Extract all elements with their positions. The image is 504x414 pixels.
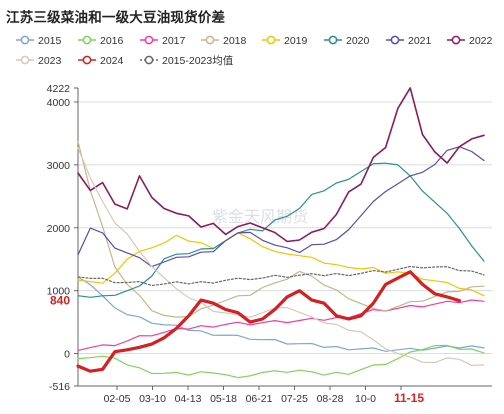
y-tick-label: 4000 <box>47 97 71 109</box>
legend-label-2016[interactable]: 2016 <box>100 35 124 47</box>
legend-swatch-marker-2018 <box>205 35 215 45</box>
legend-swatch-marker-2021 <box>390 35 400 45</box>
series-line-2024[interactable] <box>76 270 461 373</box>
y-tick-label: -516 <box>49 381 70 393</box>
legend-swatch-marker-2017 <box>144 35 154 45</box>
legend-swatch-marker-2022 <box>451 35 461 45</box>
x-tick-label: 03-10 <box>139 393 166 405</box>
legend-swatch-marker-2023 <box>20 55 30 65</box>
y-tick-label: 0 <box>64 349 70 361</box>
x-tick-label: 08-28 <box>317 393 344 405</box>
series-line-2017[interactable] <box>77 299 485 351</box>
legend-label-2017[interactable]: 2017 <box>162 35 186 47</box>
series-line-2021[interactable] <box>77 146 485 268</box>
x-tick-label: 06-21 <box>246 393 273 405</box>
y-tick-label: 1000 <box>47 286 71 298</box>
legend-swatch-marker-2024 <box>82 55 92 65</box>
legend-label-2022[interactable]: 2022 <box>469 35 493 47</box>
legend-swatch-marker-2016 <box>82 35 92 45</box>
x-tick-label-highlight: 11-15 <box>394 391 424 405</box>
legend-label-2024[interactable]: 2024 <box>100 55 124 67</box>
legend-swatch-marker-2015 <box>20 35 30 45</box>
series-line-2016[interactable] <box>77 344 485 379</box>
legend-label-2015-2023-[interactable]: 2015-2023均值 <box>162 54 234 67</box>
x-tick-label: 05-18 <box>210 393 237 405</box>
series-line-2015-2023-[interactable] <box>77 265 485 287</box>
legend-swatch-marker-2015-2023- <box>144 55 154 65</box>
x-tick-label: 10-0 <box>355 393 376 405</box>
x-tick-label: 04-13 <box>175 393 202 405</box>
legend-swatch-marker-2019 <box>266 35 276 45</box>
x-tick-label: 07-25 <box>281 393 308 405</box>
series-line-2015[interactable] <box>77 276 485 352</box>
legend-label-2021[interactable]: 2021 <box>408 35 432 47</box>
legend-label-2015[interactable]: 2015 <box>38 35 62 47</box>
y-marker-label: 840 <box>50 294 70 308</box>
series-line-2022[interactable] <box>77 87 485 243</box>
y-tick-label: 2000 <box>47 223 71 235</box>
watermark: 紫金天风期货 <box>212 207 308 226</box>
series-line-2023[interactable] <box>77 147 485 366</box>
legend-label-2020[interactable]: 2020 <box>346 35 370 47</box>
legend-label-2019[interactable]: 2019 <box>284 35 308 47</box>
series-line-2018[interactable] <box>77 141 485 318</box>
series-line-2020[interactable] <box>77 162 485 298</box>
x-tick-label: 02-05 <box>104 393 131 405</box>
chart-title: 江苏三级菜油和一级大豆油现货价差 <box>6 10 226 26</box>
legend-label-2018[interactable]: 2018 <box>223 35 247 47</box>
legend-swatch-marker-2020 <box>328 35 338 45</box>
legend-label-2023[interactable]: 2023 <box>38 55 62 67</box>
y-tick-label: 4222 <box>47 83 71 95</box>
y-tick-label: 3000 <box>47 160 71 172</box>
